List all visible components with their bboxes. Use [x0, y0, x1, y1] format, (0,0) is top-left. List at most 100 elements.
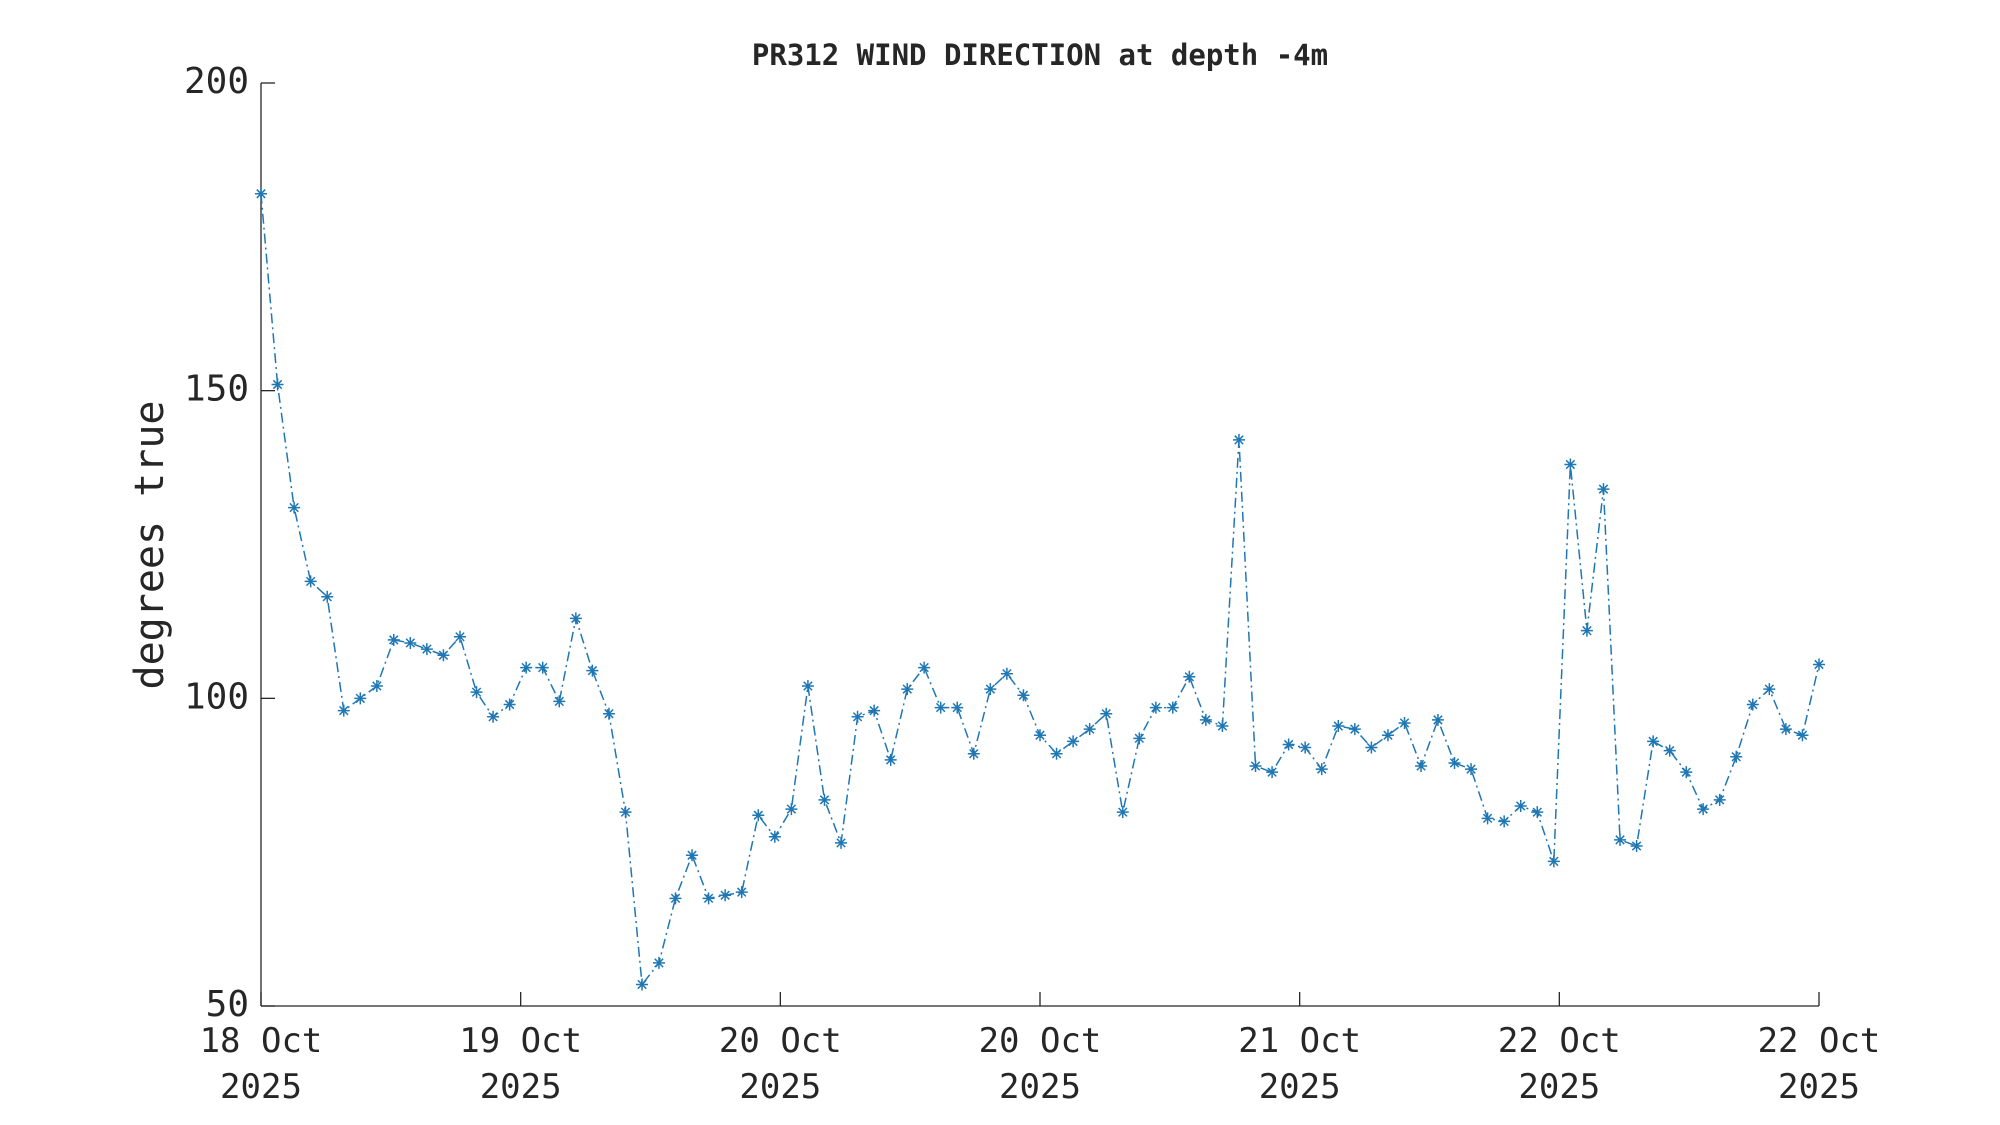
- data-point: [619, 806, 632, 819]
- data-point: [636, 978, 649, 991]
- data-point: [686, 849, 699, 862]
- data-point: [1381, 729, 1394, 742]
- data-point: [901, 683, 914, 696]
- data-point: [1348, 723, 1361, 736]
- data-point: [1199, 713, 1212, 726]
- data-point: [719, 889, 732, 902]
- data-point: [1531, 806, 1544, 819]
- data-point: [487, 710, 500, 723]
- data-point: [1730, 750, 1743, 763]
- data-point: [669, 892, 682, 905]
- data-point: [1431, 713, 1444, 726]
- data-point: [271, 378, 284, 391]
- data-point: [1100, 707, 1113, 720]
- data-point: [1282, 738, 1295, 751]
- data-point: [1067, 735, 1080, 748]
- data-point: [851, 710, 864, 723]
- x-tick-label: 18 Oct 2025: [199, 1021, 323, 1107]
- data-point: [1498, 815, 1511, 828]
- data-point: [1514, 800, 1527, 813]
- data-point: [1564, 458, 1577, 471]
- series-line: [260, 193, 1820, 987]
- data-point: [1232, 433, 1245, 446]
- data-point: [752, 809, 765, 822]
- data-point: [818, 793, 831, 806]
- data-point: [1746, 698, 1759, 711]
- data-point: [1083, 723, 1096, 736]
- data-point: [387, 633, 400, 646]
- data-point: [1133, 732, 1146, 745]
- data-point: [652, 956, 665, 969]
- x-tick-label: 21 Oct 2025: [1238, 1021, 1362, 1107]
- data-point: [602, 707, 615, 720]
- data-point: [1398, 716, 1411, 729]
- data-point: [354, 692, 367, 705]
- data-point: [1763, 683, 1776, 696]
- data-point: [884, 753, 897, 766]
- data-point: [1647, 735, 1660, 748]
- data-point: [934, 701, 947, 714]
- data-point: [1630, 840, 1643, 853]
- data-point: [785, 803, 798, 816]
- data-point: [1580, 624, 1593, 637]
- data-point: [1249, 760, 1262, 773]
- data-point: [1299, 741, 1312, 754]
- data-point: [1050, 747, 1063, 760]
- data-point: [1017, 689, 1030, 702]
- data-point: [1166, 701, 1179, 714]
- data-point: [420, 643, 433, 656]
- data-point: [967, 747, 980, 760]
- x-tick-label: 20 Oct 2025: [978, 1021, 1102, 1107]
- chart-title: PR312 WIND DIRECTION at depth -4m: [752, 38, 1328, 72]
- data-point: [453, 630, 466, 643]
- data-point: [304, 575, 317, 588]
- data-point: [520, 661, 533, 674]
- data-point: [553, 695, 566, 708]
- data-point: [1813, 658, 1825, 671]
- data-point: [503, 698, 516, 711]
- data-point: [1448, 756, 1461, 769]
- x-tick-label: 20 Oct 2025: [718, 1021, 842, 1107]
- data-point: [1332, 720, 1345, 733]
- x-tick-label: 19 Oct 2025: [459, 1021, 583, 1107]
- data-point: [1713, 793, 1726, 806]
- data-point: [536, 661, 549, 674]
- data-point: [868, 704, 881, 717]
- data-point: [370, 680, 383, 693]
- data-point: [951, 701, 964, 714]
- data-point: [586, 664, 599, 677]
- data-point: [1779, 723, 1792, 736]
- y-tick-label: 50: [206, 984, 249, 1025]
- data-point: [1034, 729, 1046, 742]
- data-point: [1266, 766, 1279, 779]
- x-tick-label: 22 Oct 2025: [1757, 1021, 1881, 1107]
- data-point: [1183, 670, 1196, 683]
- y-tick-label: 150: [184, 369, 249, 410]
- data-point: [1465, 763, 1478, 776]
- x-tick-label: 22 Oct 2025: [1497, 1021, 1621, 1107]
- data-point: [1796, 729, 1809, 742]
- data-point: [1000, 667, 1013, 680]
- data-point: [1614, 833, 1627, 846]
- data-point: [1663, 744, 1676, 757]
- data-point: [1365, 741, 1378, 754]
- data-point: [835, 836, 848, 849]
- y-tick-label: 200: [184, 61, 249, 102]
- data-point: [404, 636, 417, 649]
- data-point: [1547, 855, 1560, 868]
- data-point: [321, 590, 334, 603]
- data-point: [1415, 760, 1428, 773]
- data-point: [768, 830, 781, 843]
- data-point: [1116, 806, 1129, 819]
- data-point: [918, 661, 931, 674]
- data-point: [437, 649, 450, 662]
- y-axis-label: degrees true: [127, 401, 173, 690]
- data-point: [1481, 812, 1494, 825]
- data-point: [1697, 803, 1710, 816]
- data-point: [569, 612, 582, 625]
- data-point: [1680, 766, 1693, 779]
- data-point: [1315, 763, 1328, 776]
- data-point: [288, 501, 301, 514]
